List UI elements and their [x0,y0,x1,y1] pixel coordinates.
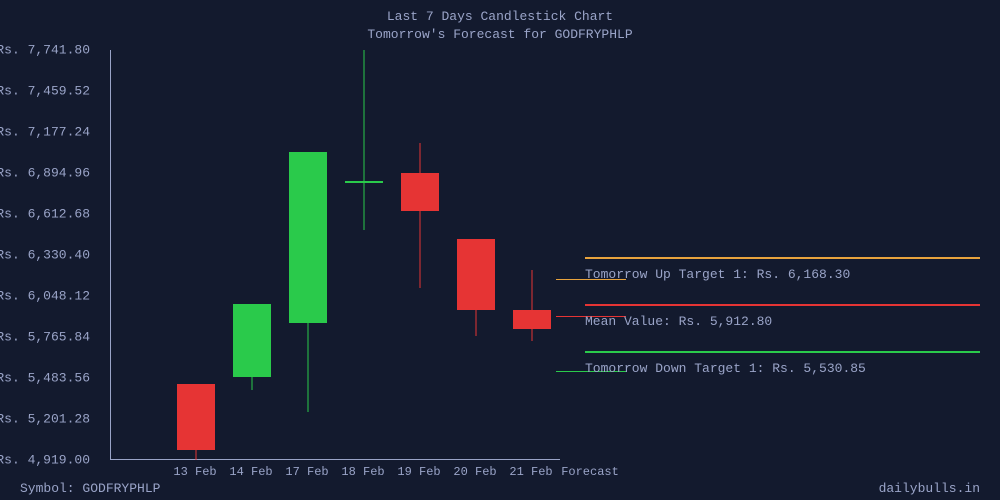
candle [457,50,495,460]
y-tick-label: Rs. 5,483.56 [0,371,90,386]
legend-up-line [585,257,980,259]
candle [401,50,439,460]
legend-down-text: Tomorrow Down Target 1: Rs. 5,530.85 [585,361,980,376]
y-tick-label: Rs. 5,201.28 [0,412,90,427]
x-tick-label: 14 Feb [229,465,272,479]
y-tick-label: Rs. 7,177.24 [0,125,90,140]
candle-wick [420,143,421,288]
candle [233,50,271,460]
x-tick-label: 21 Feb [509,465,552,479]
y-tick-label: Rs. 6,894.96 [0,166,90,181]
y-tick-label: Rs. 6,330.40 [0,248,90,263]
x-tick-label: 18 Feb [341,465,384,479]
candle-body [401,173,439,211]
candle-body [177,384,215,449]
title-line2: Tomorrow's Forecast for GODFRYPHLP [0,26,1000,44]
title-line1: Last 7 Days Candlestick Chart [0,8,1000,26]
candle [345,50,383,460]
candle-body [457,239,495,310]
candle-wick [532,270,533,341]
candle-body [513,310,551,329]
y-tick-label: Rs. 6,048.12 [0,289,90,304]
legend-mean-line [585,304,980,306]
legend-down-target: Tomorrow Down Target 1: Rs. 5,530.85 [585,351,980,376]
candle-wick [364,50,365,230]
chart-title: Last 7 Days Candlestick Chart Tomorrow's… [0,0,1000,44]
y-tick-label: Rs. 4,919.00 [0,453,90,468]
candle-body [233,304,271,377]
x-tick-label: 20 Feb [453,465,496,479]
y-tick-label: Rs. 7,459.52 [0,84,90,99]
x-tick-label: 19 Feb [397,465,440,479]
y-axis-labels: Rs. 7,741.80Rs. 7,459.52Rs. 7,177.24Rs. … [0,50,100,460]
candle [177,50,215,460]
candle-body [289,152,327,323]
legend-up-text: Tomorrow Up Target 1: Rs. 6,168.30 [585,267,980,282]
brand-label: dailybulls.in [879,481,980,496]
x-tick-label: 17 Feb [285,465,328,479]
symbol-label: Symbol: GODFRYPHLP [20,481,160,496]
candle-body [345,181,383,183]
legend-mean-text: Mean Value: Rs. 5,912.80 [585,314,980,329]
candle [513,50,551,460]
y-tick-label: Rs. 7,741.80 [0,43,90,58]
x-tick-label: 13 Feb [173,465,216,479]
legend-mean: Mean Value: Rs. 5,912.80 [585,304,980,329]
forecast-legend: Tomorrow Up Target 1: Rs. 6,168.30 Mean … [585,235,980,398]
footer: Symbol: GODFRYPHLP dailybulls.in [20,481,980,496]
x-tick-forecast: Forecast [561,465,619,479]
candlestick-plot [110,50,560,460]
y-tick-label: Rs. 5,765.84 [0,330,90,345]
candle [289,50,327,460]
legend-down-line [585,351,980,353]
y-tick-label: Rs. 6,612.68 [0,207,90,222]
legend-up-target: Tomorrow Up Target 1: Rs. 6,168.30 [585,257,980,282]
